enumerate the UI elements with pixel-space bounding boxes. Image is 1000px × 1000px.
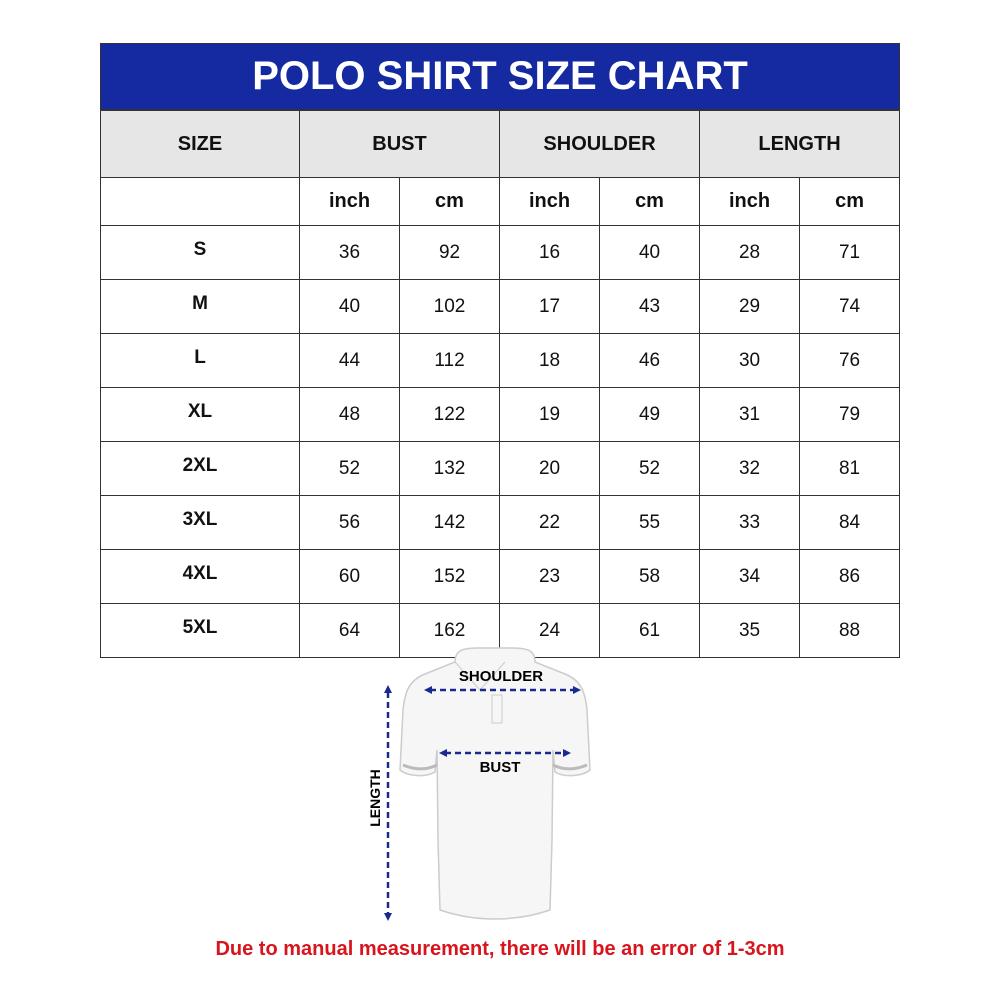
size-cell: M (100, 279, 300, 334)
header-size: SIZE (100, 110, 300, 178)
value-cell: 34 (699, 549, 801, 604)
header-shoulder: SHOULDER (499, 110, 701, 178)
value-cell: 79 (799, 387, 901, 442)
value-cell: 28 (699, 225, 801, 280)
size-table: SIZE BUST SHOULDER LENGTH inch cm inch c… (100, 110, 901, 658)
size-cell: XL (100, 387, 300, 442)
value-cell: 122 (398, 387, 501, 442)
value-cell: 52 (299, 441, 400, 496)
table-row: 4XL 60 152 23 58 34 86 (100, 549, 901, 604)
value-cell: 23 (499, 549, 601, 604)
unit: cm (398, 177, 501, 226)
value-cell: 132 (398, 441, 501, 496)
value-cell: 102 (398, 279, 501, 334)
value-cell: 19 (499, 387, 601, 442)
unit: inch (499, 177, 601, 226)
unit: cm (799, 177, 901, 226)
value-cell: 55 (599, 495, 701, 550)
value-cell: 81 (799, 441, 901, 496)
value-cell: 32 (699, 441, 801, 496)
value-cell: 44 (299, 333, 400, 388)
table-row: 5XL 64 162 24 61 35 88 (100, 603, 901, 658)
shoulder-label: SHOULDER (459, 668, 543, 685)
table-row: 2XL 52 132 20 52 32 81 (100, 441, 901, 496)
value-cell: 36 (299, 225, 400, 280)
value-cell: 29 (699, 279, 801, 334)
table-row: 3XL 56 142 22 55 33 84 (100, 495, 901, 550)
chart-title: POLO SHIRT SIZE CHART (100, 43, 900, 110)
size-cell: 5XL (100, 603, 300, 658)
value-cell: 112 (398, 333, 501, 388)
table-row: XL 48 122 19 49 31 79 (100, 387, 901, 442)
bust-label: BUST (480, 759, 521, 776)
value-cell: 52 (599, 441, 701, 496)
value-cell: 88 (799, 603, 901, 658)
value-cell: 142 (398, 495, 501, 550)
unit: cm (599, 177, 701, 226)
value-cell: 40 (299, 279, 400, 334)
value-cell: 40 (599, 225, 701, 280)
value-cell: 76 (799, 333, 901, 388)
measurement-note: Due to manual measurement, there will be… (215, 938, 785, 960)
table-row: L 44 112 18 46 30 76 (100, 333, 901, 388)
value-cell: 31 (699, 387, 801, 442)
value-cell: 49 (599, 387, 701, 442)
value-cell: 16 (499, 225, 601, 280)
size-cell: 3XL (100, 495, 300, 550)
value-cell: 48 (299, 387, 400, 442)
value-cell: 152 (398, 549, 501, 604)
value-cell: 30 (699, 333, 801, 388)
value-cell: 92 (398, 225, 501, 280)
value-cell: 22 (499, 495, 601, 550)
length-label: LENGTH (367, 769, 383, 827)
value-cell: 56 (299, 495, 400, 550)
table-row: S 36 92 16 40 28 71 (100, 225, 901, 280)
value-cell: 74 (799, 279, 901, 334)
size-cell: L (100, 333, 300, 388)
value-cell: 60 (299, 549, 400, 604)
value-cell: 46 (599, 333, 701, 388)
size-cell: S (100, 225, 300, 280)
unit: inch (299, 177, 400, 226)
value-cell: 20 (499, 441, 601, 496)
header-bust: BUST (298, 110, 501, 178)
value-cell: 86 (799, 549, 901, 604)
unit-row: inch cm inch cm inch cm (100, 177, 901, 226)
size-cell: 2XL (100, 441, 300, 496)
value-cell: 17 (499, 279, 601, 334)
unit-blank (100, 177, 300, 226)
value-cell: 58 (599, 549, 701, 604)
header-row: SIZE BUST SHOULDER LENGTH (100, 110, 901, 178)
value-cell: 35 (699, 603, 801, 658)
value-cell: 61 (599, 603, 701, 658)
size-cell: 4XL (100, 549, 300, 604)
value-cell: 33 (699, 495, 801, 550)
value-cell: 43 (599, 279, 701, 334)
value-cell: 64 (299, 603, 400, 658)
shirt-icon (399, 647, 591, 920)
value-cell: 18 (499, 333, 601, 388)
polo-shirt-diagram: SHOULDER BUST LENGTH (367, 647, 591, 921)
unit: inch (699, 177, 801, 226)
header-length: LENGTH (699, 110, 901, 178)
value-cell: 84 (799, 495, 901, 550)
value-cell: 71 (799, 225, 901, 280)
table-row: M 40 102 17 43 29 74 (100, 279, 901, 334)
